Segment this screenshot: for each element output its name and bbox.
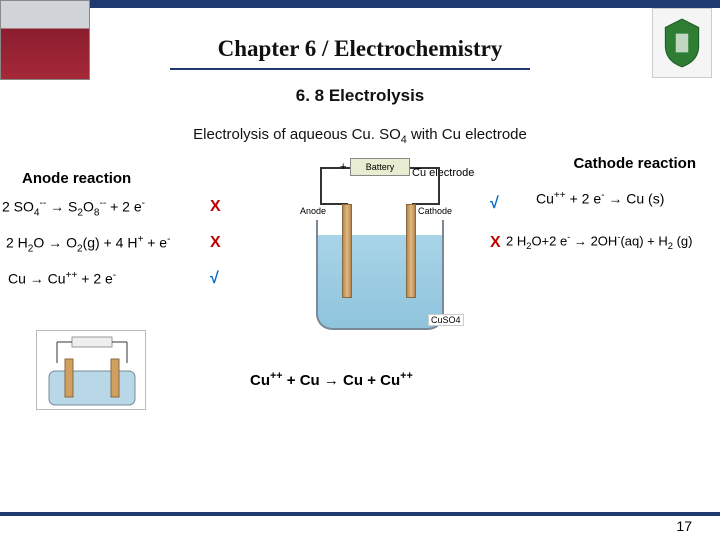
anode-heading: Anode reaction	[22, 170, 131, 187]
x-mark-icon: Х	[210, 234, 221, 252]
anode-diagram-label: Anode	[300, 206, 326, 216]
subtitle-post: with Cu electrode	[407, 126, 527, 143]
subtitle-pre: Electrolysis of aqueous Cu. SO	[193, 126, 401, 143]
cathode-diagram-label: Cathode	[418, 206, 452, 216]
wire	[412, 203, 440, 205]
beaker	[316, 220, 444, 330]
small-diagram-thumbnail	[36, 330, 146, 410]
anode-reaction-2: 2 H2O → O2(g) + 4 H+ + e-	[6, 234, 170, 254]
wire	[320, 167, 322, 203]
plus-sign: +	[340, 161, 346, 173]
subtitle: Electrolysis of aqueous Cu. SO4 with Cu …	[0, 126, 720, 146]
net-reaction: Cu++ + Cu → Cu + Cu++	[250, 370, 413, 389]
wire	[438, 167, 440, 203]
electrolysis-diagram: Battery + − Anode Cathode CuSO4	[280, 158, 480, 348]
anode-reaction-3: Cu → Cu++ + 2 e-	[8, 270, 116, 287]
x-mark-icon: Х	[210, 198, 221, 216]
page-number: 17	[676, 518, 692, 534]
header-bar	[0, 0, 720, 8]
check-mark-icon: √	[490, 195, 499, 213]
title-underline	[170, 68, 530, 70]
cathode-reaction-2: 2 H2O+2 e- → 2OH-(aq) + H2 (g)	[506, 232, 692, 251]
anode-reaction-1: 2 SO4-- → S2O8-- + 2 e-	[2, 198, 145, 218]
cathode-heading: Cathode reaction	[573, 155, 696, 172]
footer-bar	[0, 512, 720, 516]
cathode-electrode	[406, 204, 416, 298]
chapter-title: Chapter 6 / Electrochemistry	[0, 36, 720, 62]
anode-electrode	[342, 204, 352, 298]
section-title: 6. 8 Electrolysis	[0, 86, 720, 106]
minus-sign: −	[414, 161, 422, 176]
x-mark-icon: Х	[490, 234, 501, 252]
battery-box: Battery	[350, 158, 410, 176]
check-mark-icon: √	[210, 270, 219, 288]
cathode-reaction-1: Cu++ + 2 e- → Cu (s)	[536, 190, 664, 207]
cuso4-label: CuSO4	[428, 314, 464, 326]
